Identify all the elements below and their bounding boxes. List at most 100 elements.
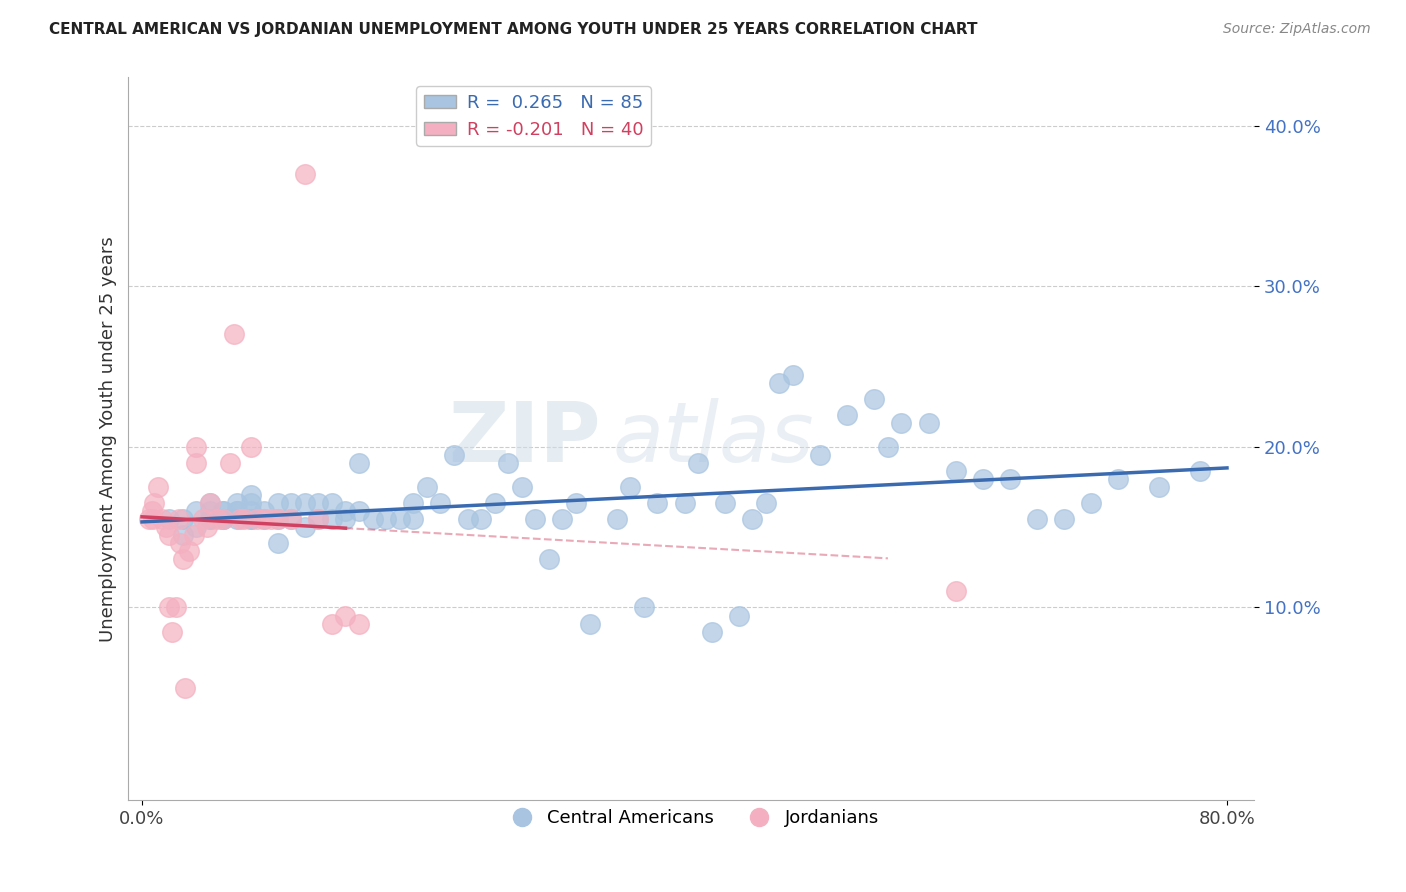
Point — [186, 504, 208, 518]
Point — [253, 504, 276, 518]
Point — [321, 616, 343, 631]
Point — [160, 624, 183, 639]
Text: ZIP: ZIP — [449, 399, 602, 479]
Point — [141, 504, 163, 518]
Point — [239, 488, 262, 502]
Point — [157, 528, 180, 542]
Point — [228, 512, 250, 526]
Point — [1108, 472, 1130, 486]
Point — [172, 552, 194, 566]
Point — [755, 496, 778, 510]
Point — [714, 496, 737, 510]
Point — [198, 496, 221, 510]
Point — [157, 512, 180, 526]
Point — [484, 496, 506, 510]
Point — [212, 504, 235, 518]
Point — [212, 512, 235, 526]
Point — [524, 512, 547, 526]
Point — [186, 440, 208, 454]
Point — [253, 512, 276, 526]
Point — [212, 512, 235, 526]
Text: Source: ZipAtlas.com: Source: ZipAtlas.com — [1223, 22, 1371, 37]
Point — [179, 544, 201, 558]
Point — [388, 512, 411, 526]
Point — [808, 448, 831, 462]
Point — [998, 472, 1021, 486]
Point — [335, 504, 357, 518]
Point — [768, 376, 790, 390]
Point — [224, 327, 246, 342]
Point — [219, 456, 242, 470]
Point — [619, 480, 641, 494]
Point — [741, 512, 763, 526]
Point — [307, 496, 329, 510]
Point — [551, 512, 574, 526]
Point — [174, 681, 197, 695]
Point — [294, 496, 316, 510]
Point — [266, 512, 288, 526]
Point — [205, 512, 228, 526]
Point — [673, 496, 696, 510]
Point — [633, 600, 655, 615]
Point — [169, 536, 191, 550]
Point — [1026, 512, 1049, 526]
Point — [565, 496, 588, 510]
Y-axis label: Unemployment Among Youth under 25 years: Unemployment Among Youth under 25 years — [100, 236, 117, 641]
Point — [945, 584, 967, 599]
Point — [917, 416, 939, 430]
Point — [727, 608, 749, 623]
Point — [167, 512, 190, 526]
Point — [537, 552, 560, 566]
Point — [157, 600, 180, 615]
Point — [647, 496, 669, 510]
Point — [1147, 480, 1170, 494]
Point — [172, 528, 194, 542]
Point — [143, 496, 166, 510]
Point — [198, 512, 221, 526]
Point — [239, 504, 262, 518]
Point — [266, 512, 288, 526]
Point — [239, 512, 262, 526]
Point — [470, 512, 492, 526]
Point — [578, 616, 600, 631]
Point — [226, 512, 249, 526]
Point — [239, 512, 262, 526]
Point — [402, 496, 425, 510]
Point — [782, 368, 804, 382]
Point — [416, 480, 439, 494]
Point — [1188, 464, 1211, 478]
Point — [457, 512, 479, 526]
Point — [148, 480, 170, 494]
Point — [347, 456, 370, 470]
Point — [198, 504, 221, 518]
Point — [186, 520, 208, 534]
Point — [294, 520, 316, 534]
Point — [321, 512, 343, 526]
Point — [863, 392, 886, 406]
Point — [375, 512, 398, 526]
Point — [191, 512, 214, 526]
Point — [606, 512, 628, 526]
Point — [307, 512, 329, 526]
Point — [877, 440, 900, 454]
Point — [183, 528, 205, 542]
Point — [429, 496, 451, 510]
Point — [510, 480, 533, 494]
Point — [212, 504, 235, 518]
Point — [837, 408, 859, 422]
Point — [361, 512, 384, 526]
Point — [266, 536, 288, 550]
Point — [165, 600, 187, 615]
Text: atlas: atlas — [613, 399, 814, 479]
Point — [335, 512, 357, 526]
Point — [294, 167, 316, 181]
Point — [700, 624, 723, 639]
Point — [260, 512, 283, 526]
Point — [226, 504, 249, 518]
Point — [142, 512, 165, 526]
Point — [138, 512, 160, 526]
Point — [945, 464, 967, 478]
Point — [1080, 496, 1102, 510]
Point — [212, 512, 235, 526]
Point — [402, 512, 425, 526]
